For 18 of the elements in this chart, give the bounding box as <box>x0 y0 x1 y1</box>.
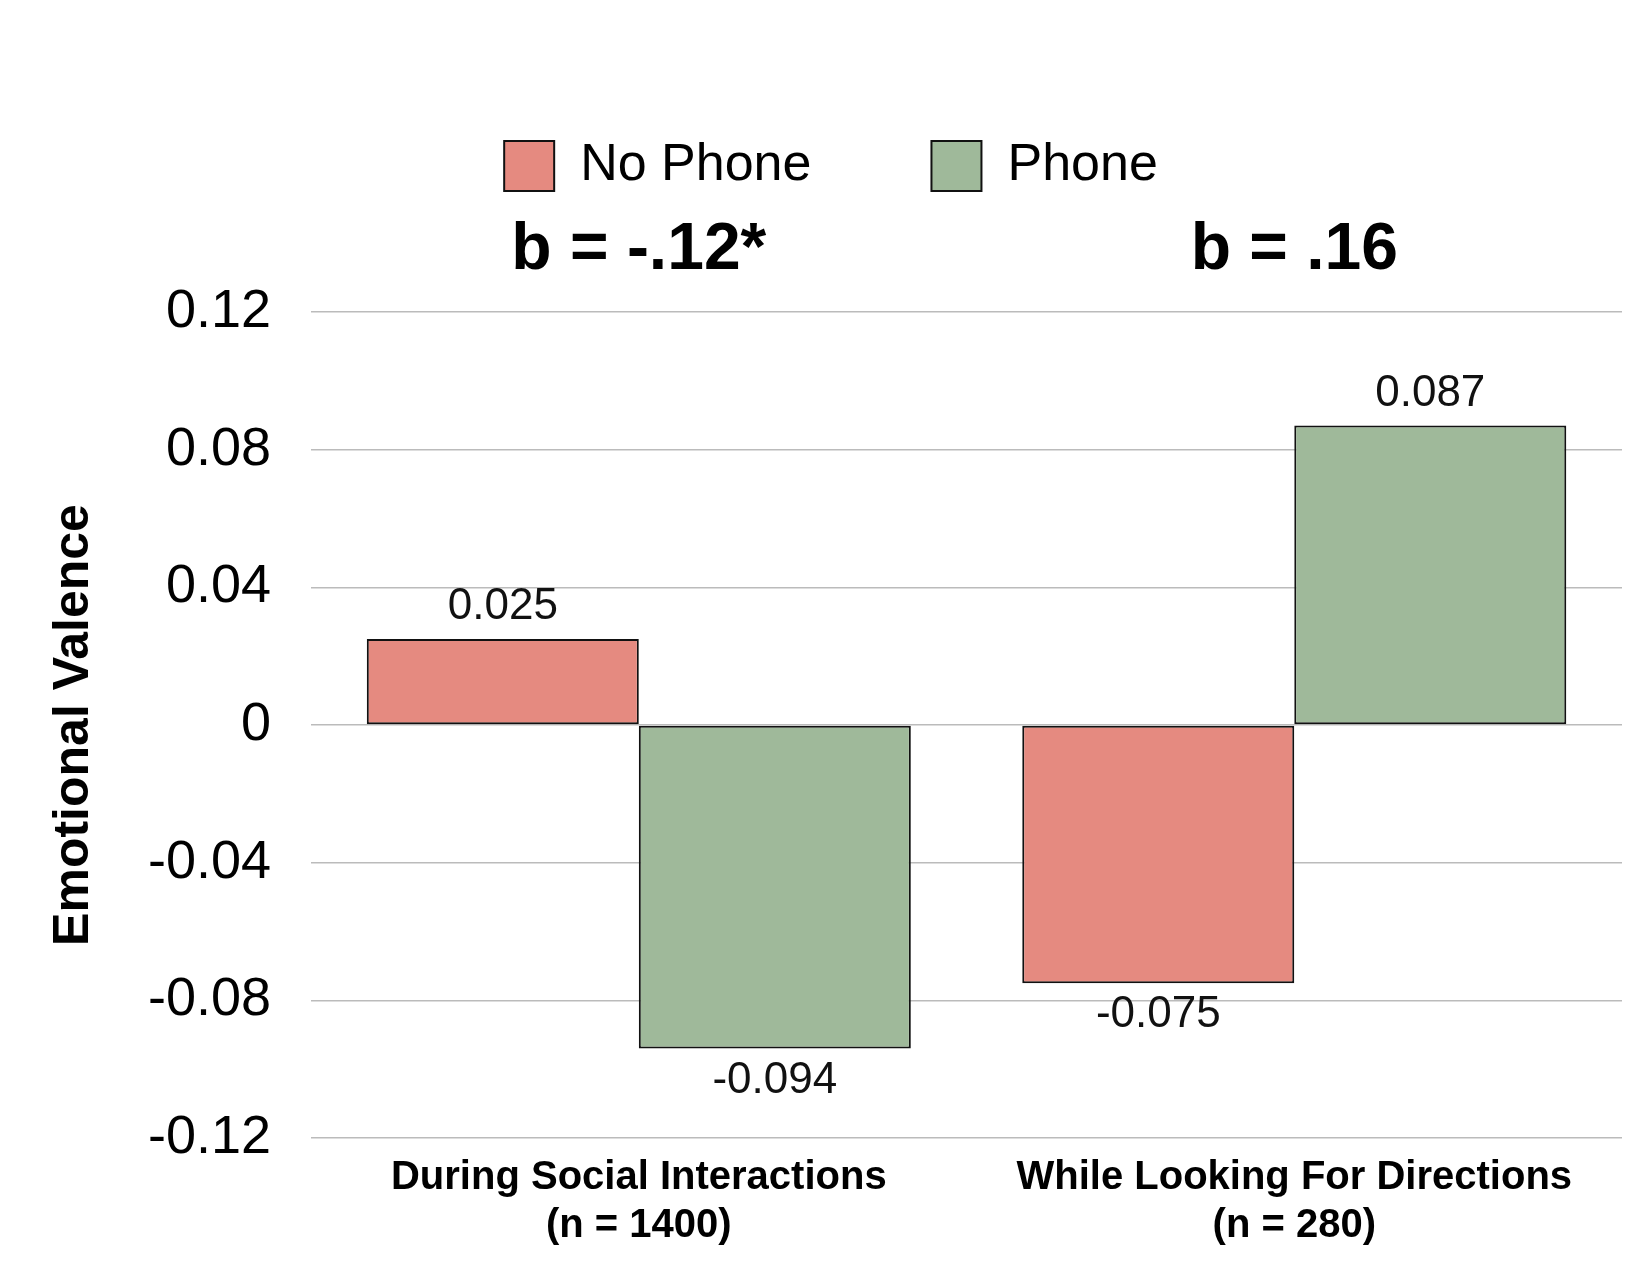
y-tick-label: 0.08 <box>165 415 272 476</box>
y-tick-label: 0.12 <box>165 277 272 338</box>
legend-label: Phone <box>1007 133 1158 192</box>
x-tick-label: During Social Interactions (n = 1400) <box>390 1153 887 1246</box>
y-tick-label: -0.04 <box>147 828 272 889</box>
y-axis-title: Emotional Valence <box>42 504 99 946</box>
text: b = .16 <box>1190 209 1398 284</box>
data-label: 0.025 <box>447 579 558 629</box>
data-label: -0.075 <box>1095 987 1221 1037</box>
text: b = -.12* <box>511 209 767 284</box>
data-label: 0.087 <box>1375 365 1486 415</box>
y-tick-label: 0.04 <box>165 553 272 614</box>
y-tick-label: -0.08 <box>147 966 272 1027</box>
data-label: -0.094 <box>712 1052 838 1102</box>
y-tick-label: 0 <box>241 690 272 751</box>
x-tick-label: While Looking For Directions (n = 280) <box>1016 1153 1573 1246</box>
legend-label: No Phone <box>580 133 812 192</box>
y-tick-label: -0.12 <box>147 1103 272 1164</box>
